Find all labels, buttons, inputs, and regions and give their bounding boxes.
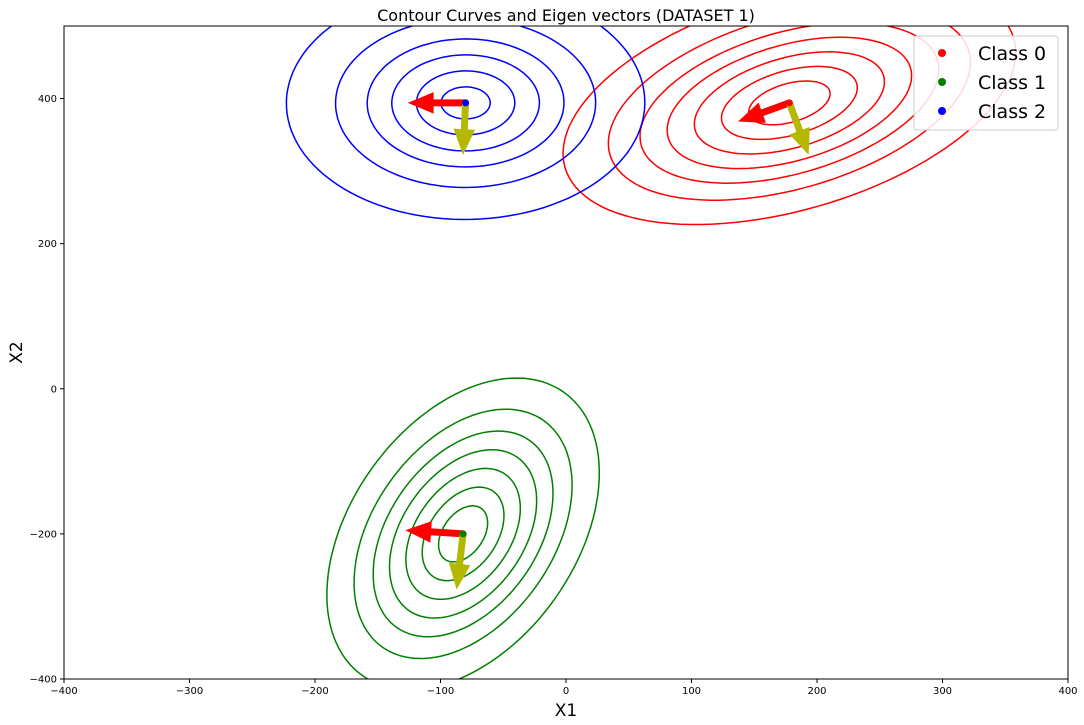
eigen-vector-arrow bbox=[448, 532, 471, 590]
legend-marker bbox=[938, 78, 946, 86]
y-axis-label: X2 bbox=[7, 341, 27, 363]
chart-title: Contour Curves and Eigen vectors (DATASE… bbox=[377, 6, 755, 25]
y-axis-ticks: −400 −200 0 200 400 bbox=[30, 94, 64, 686]
legend-entry-label: Class 1 bbox=[978, 72, 1046, 94]
x-axis-label: X1 bbox=[555, 701, 577, 721]
eigen-vector-arrow bbox=[405, 521, 464, 543]
contour-curve bbox=[437, 505, 489, 563]
contour-curve bbox=[285, 26, 646, 221]
contour-curve bbox=[405, 467, 522, 601]
legend-box bbox=[913, 35, 1059, 131]
mean-point bbox=[459, 530, 467, 538]
x-tick-label: 300 bbox=[933, 686, 952, 697]
y-tick-label: 400 bbox=[38, 94, 57, 105]
legend-entry-label: Class 0 bbox=[978, 43, 1046, 65]
x-tick-label: −400 bbox=[50, 686, 77, 697]
eigen-vector-arrow bbox=[407, 92, 467, 114]
contour-curve bbox=[693, 51, 886, 155]
x-tick-label: −100 bbox=[427, 686, 454, 697]
x-tick-label: −300 bbox=[176, 686, 203, 697]
contour-curve bbox=[366, 38, 565, 168]
x-tick-label: 100 bbox=[682, 686, 701, 697]
legend-entry-label: Class 2 bbox=[978, 101, 1046, 123]
contour-curve bbox=[720, 65, 859, 141]
x-tick-label: 0 bbox=[563, 686, 569, 697]
contour-curve bbox=[388, 448, 538, 619]
y-tick-label: −400 bbox=[30, 675, 57, 686]
contour-curve bbox=[666, 36, 913, 170]
eigen-vector-arrow bbox=[453, 102, 476, 155]
x-axis-ticks: −400 −300 −200 −100 0 100 200 300 400 bbox=[50, 679, 1078, 697]
eigen-vector-arrow bbox=[737, 99, 792, 123]
contour-layer bbox=[285, 26, 1017, 679]
y-tick-label: −200 bbox=[30, 529, 57, 540]
eigen-arrow-layer bbox=[405, 92, 810, 590]
eigen-vector-arrow bbox=[785, 101, 810, 155]
contour-curve bbox=[421, 486, 505, 582]
y-tick-label: 0 bbox=[51, 384, 57, 395]
contour-curve bbox=[326, 377, 601, 679]
x-tick-label: −200 bbox=[301, 686, 328, 697]
mean-point bbox=[462, 99, 470, 107]
contour-curve bbox=[372, 430, 554, 638]
contour-curve bbox=[334, 26, 597, 189]
legend-marker bbox=[938, 49, 946, 57]
x-tick-label: 400 bbox=[1058, 686, 1077, 697]
mean-point-layer bbox=[459, 99, 793, 538]
x-tick-label: 200 bbox=[807, 686, 826, 697]
contour-curve bbox=[353, 408, 573, 660]
mean-point bbox=[785, 99, 793, 107]
legend-marker bbox=[938, 107, 946, 115]
legend: Class 0 Class 1 Class 2 bbox=[913, 35, 1059, 131]
y-tick-label: 200 bbox=[38, 239, 57, 250]
